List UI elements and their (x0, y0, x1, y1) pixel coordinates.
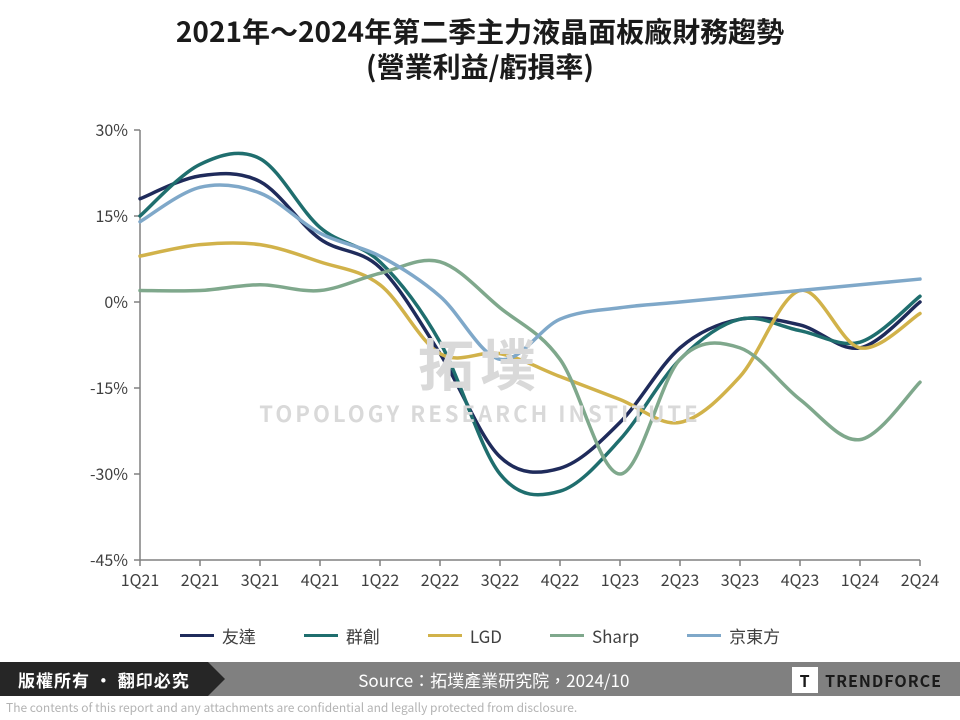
svg-text:1Q24: 1Q24 (841, 567, 880, 591)
legend-label: LGD (470, 623, 502, 648)
title-line2: (營業利益/虧損率) (0, 49, 960, 84)
svg-text:-30%: -30% (90, 461, 128, 485)
legend-item: 群創 (304, 623, 380, 648)
legend-item: 友達 (180, 623, 256, 648)
svg-text:2Q22: 2Q22 (421, 567, 460, 591)
svg-text:-15%: -15% (90, 375, 128, 399)
svg-text:2Q24: 2Q24 (901, 567, 940, 591)
legend-item: 京東方 (687, 623, 780, 648)
svg-text:3Q22: 3Q22 (481, 567, 520, 591)
svg-text:2Q21: 2Q21 (181, 567, 220, 591)
legend-swatch (428, 634, 462, 638)
legend-item: Sharp (550, 623, 639, 648)
svg-text:1Q23: 1Q23 (601, 567, 640, 591)
svg-text:3Q21: 3Q21 (241, 567, 280, 591)
svg-text:15%: 15% (96, 203, 129, 227)
disclaimer-text: The contents of this report and any atta… (6, 699, 577, 716)
legend-swatch (550, 634, 584, 638)
svg-text:4Q23: 4Q23 (781, 567, 820, 591)
legend-swatch (687, 634, 721, 638)
svg-text:1Q22: 1Q22 (361, 567, 400, 591)
legend: 友達 群創 LGD Sharp 京東方 (0, 623, 960, 648)
line-chart-svg: -45%-30%-15%0%15%30%1Q212Q213Q214Q211Q22… (0, 110, 960, 620)
svg-text:4Q22: 4Q22 (541, 567, 580, 591)
logo-mark-icon: T (791, 666, 819, 694)
legend-swatch (304, 634, 338, 638)
legend-label: 群創 (346, 623, 380, 648)
chart-title: 2021年～2024年第二季主力液晶面板廠財務趨勢 (營業利益/虧損率) (0, 0, 960, 84)
legend-label: 京東方 (729, 623, 780, 648)
chart-area: 拓墣 TOPOLOGY RESEARCH INSTITUTE -45%-30%-… (0, 110, 960, 620)
svg-text:0%: 0% (104, 289, 128, 313)
logo-text: TRENDFORCE (825, 668, 942, 692)
title-line1: 2021年～2024年第二季主力液晶面板廠財務趨勢 (0, 14, 960, 49)
svg-text:2Q23: 2Q23 (661, 567, 700, 591)
footer-copyright: 版權所有 · 翻印必究 (0, 662, 208, 696)
svg-text:1Q21: 1Q21 (121, 567, 160, 591)
trendforce-logo: T TRENDFORCE (791, 666, 942, 694)
legend-label: Sharp (592, 623, 639, 648)
legend-item: LGD (428, 623, 502, 648)
svg-text:30%: 30% (96, 117, 129, 141)
svg-text:4Q21: 4Q21 (301, 567, 340, 591)
legend-label: 友達 (222, 623, 256, 648)
legend-swatch (180, 634, 214, 638)
svg-text:3Q23: 3Q23 (721, 567, 760, 591)
